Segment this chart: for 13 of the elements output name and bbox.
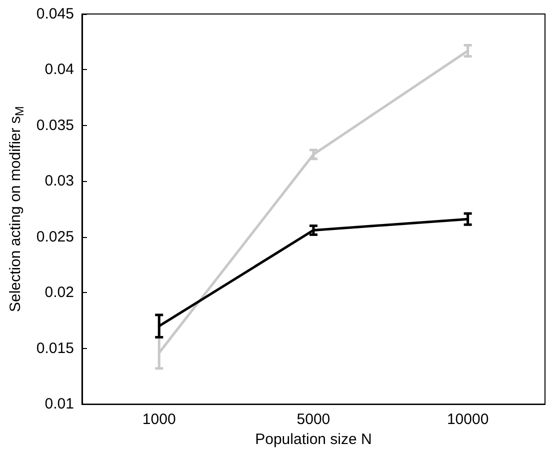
- y-tick-label: 0.025: [36, 228, 74, 246]
- y-tick-label: 0.045: [36, 6, 74, 22]
- y-tick-label: 0.01: [44, 396, 74, 413]
- x-axis-title: Population size N: [255, 431, 372, 448]
- y-tick-label: 0.02: [44, 284, 74, 302]
- y-tick-label: 0.04: [44, 61, 74, 78]
- x-tick-label: 5000: [296, 411, 330, 428]
- y-tick-label: 0.015: [36, 340, 74, 357]
- x-tick-label: 10000: [446, 411, 489, 428]
- y-axis-title: Selection acting on modifier sM: [7, 106, 26, 312]
- y-tick-label: 0.03: [44, 172, 74, 190]
- x-tick-label: 1000: [142, 411, 176, 428]
- y-tick-label: 0.035: [36, 116, 74, 134]
